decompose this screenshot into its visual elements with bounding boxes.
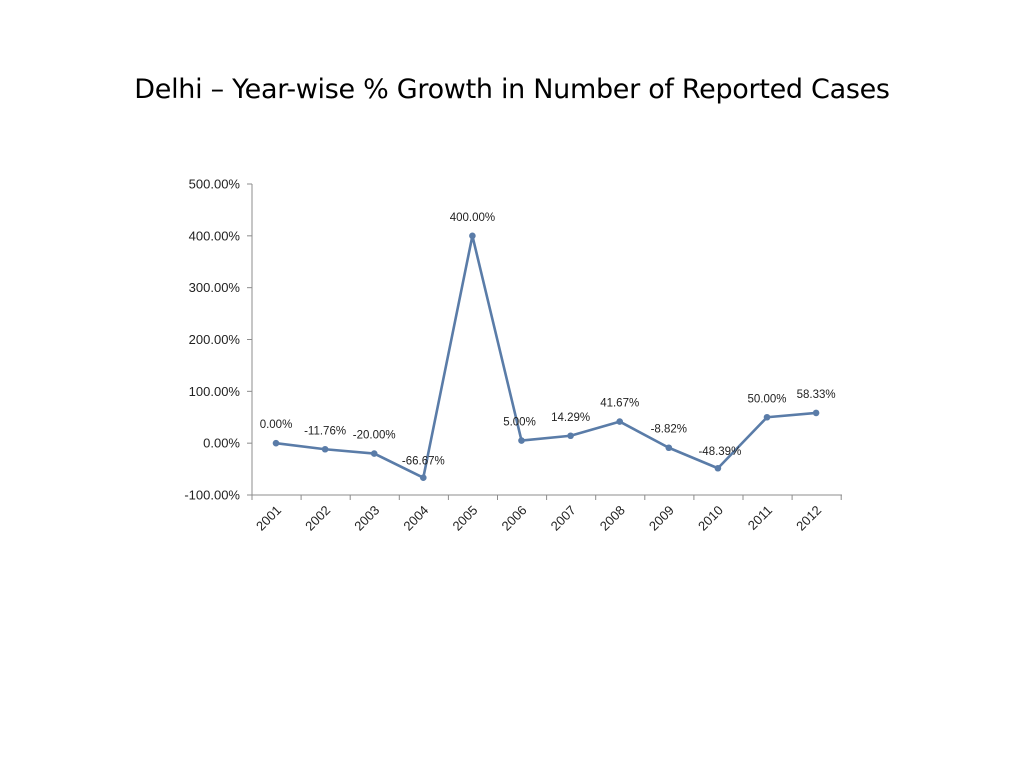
data-point (714, 464, 722, 472)
x-tick-label: 2010 (695, 503, 726, 534)
x-tick-label: 2012 (793, 503, 824, 534)
data-label: 41.67% (600, 398, 639, 410)
series (272, 232, 820, 482)
data-label: 0.00% (260, 419, 293, 431)
data-point (518, 437, 525, 444)
data-point (812, 409, 820, 417)
y-tick-label: 300.00% (189, 280, 241, 295)
data-label: -8.82% (651, 424, 687, 436)
y-tick-label: 0.00% (203, 436, 240, 451)
x-axis: 2001 2002 2003 2004 2005 2006 2007 2008 2009 2010… (251, 494, 842, 534)
data-point (616, 418, 623, 425)
x-tick-label: 2007 (548, 503, 579, 534)
x-tick-label: 2001 (253, 503, 284, 534)
data-point (763, 413, 771, 421)
data-point (420, 474, 427, 482)
y-tick-label: -100.00% (184, 488, 240, 503)
data-label: -48.39% (698, 446, 741, 458)
x-tick-label: 2003 (351, 503, 382, 534)
data-label: 5.00% (503, 417, 536, 429)
x-tick-label: 2011 (745, 503, 775, 533)
data-point (567, 432, 574, 440)
data-point (370, 450, 378, 457)
y-tick-label: 100.00% (189, 384, 241, 399)
x-tick-label: 2006 (499, 503, 530, 534)
y-tick-label: 400.00% (189, 228, 241, 243)
data-label: 400.00% (450, 212, 495, 224)
y-tick-label: 200.00% (189, 332, 241, 347)
slide-title: Delhi – Year-wise % Growth in Number of … (134, 74, 890, 105)
data-point (469, 232, 476, 240)
data-label: 58.33% (797, 389, 836, 401)
data-label: -66.67% (402, 456, 445, 468)
x-tick-label: 2005 (449, 503, 480, 534)
data-label: -11.76% (304, 425, 346, 437)
data-point (272, 439, 280, 447)
data-point (665, 444, 673, 452)
data-label: -20.00% (353, 430, 396, 442)
x-tick-label: 2004 (400, 503, 431, 534)
x-tick-label: 2008 (597, 503, 628, 534)
data-label: 50.00% (747, 393, 786, 405)
data-point (321, 445, 329, 453)
y-tick-label: 500.00% (189, 177, 241, 192)
data-label: 14.29% (551, 412, 590, 424)
series-line (275, 234, 817, 480)
x-tick-label: 2009 (646, 503, 677, 534)
y-axis: -100.00% 0.00% 100.00% 200.00% 300.00% 400.00… (184, 177, 253, 503)
x-tick-label: 2002 (302, 503, 333, 534)
data-labels: 0.00% -11.76% -20.00% -66.67% 400.00% 5.00% 14… (260, 212, 836, 468)
